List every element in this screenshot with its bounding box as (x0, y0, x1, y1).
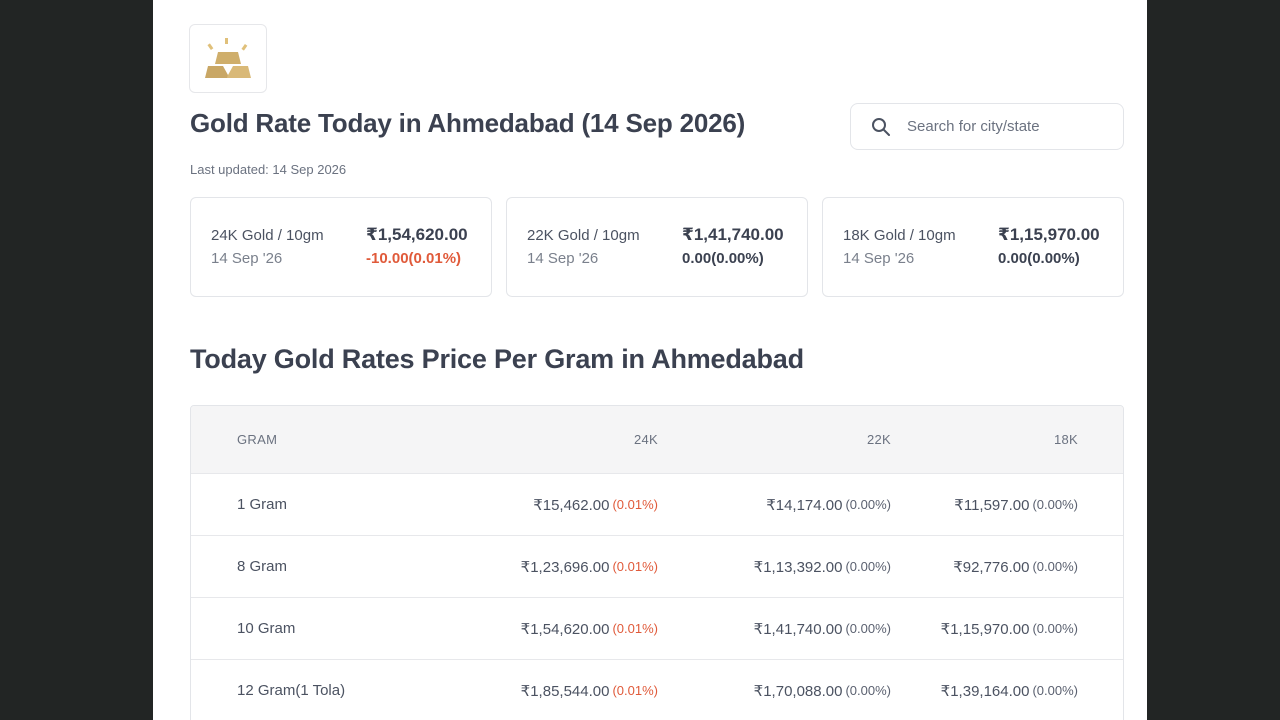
rate-card-24k[interactable]: 24K Gold / 10gm 14 Sep '26 ₹1,54,620.00 … (190, 197, 492, 297)
rate-24k-cell: ₹15,462.00 (0.01%) (533, 474, 658, 535)
search-input[interactable] (907, 118, 1097, 135)
table-header-row: GRAM 24K 22K 18K (191, 406, 1123, 474)
column-header-24k: 24K (633, 432, 658, 447)
page: Gold Rate Today in Ahmedabad (14 Sep 202… (153, 0, 1147, 720)
card-label: 24K Gold / 10gm (211, 227, 324, 244)
rate-value: ₹1,70,088.00 (753, 682, 843, 700)
card-price: ₹1,54,620.00 (366, 225, 468, 244)
rate-18k-cell: ₹11,597.00 (0.00%) (954, 474, 1078, 535)
gold-bars-icon (189, 24, 267, 93)
rate-18k-cell: ₹1,15,970.00 (0.00%) (941, 598, 1078, 659)
rate-24k-cell: ₹1,54,620.00 (0.01%) (521, 598, 658, 659)
rate-18k-cell: ₹1,39,164.00 (0.00%) (941, 660, 1078, 720)
rate-change: (0.01%) (612, 559, 658, 574)
rate-change: (0.00%) (1032, 497, 1078, 512)
rate-value: ₹1,13,392.00 (753, 558, 843, 576)
gram-cell: 10 Gram (237, 620, 296, 637)
last-updated: Last updated: 14 Sep 2026 (190, 162, 347, 177)
table-row: 10 Gram ₹1,54,620.00 (0.01%) ₹1,41,740.00… (191, 598, 1123, 660)
rate-22k-cell: ₹1,13,392.00 (0.00%) (754, 536, 891, 597)
column-header-22k: 22K (866, 432, 891, 447)
card-date: 14 Sep '26 (211, 250, 283, 267)
rate-value: ₹1,41,740.00 (753, 620, 843, 638)
card-change: -10.00(0.01%) (366, 250, 462, 267)
page-title: Gold Rate Today in Ahmedabad (14 Sep 202… (190, 108, 746, 138)
card-date: 14 Sep '26 (527, 250, 599, 267)
rate-change: (0.00%) (1032, 621, 1078, 636)
rate-value: ₹92,776.00 (953, 558, 1030, 576)
rate-value: ₹1,15,970.00 (940, 620, 1030, 638)
section-heading: Today Gold Rates Price Per Gram in Ahmed… (190, 344, 804, 374)
rate-change: (0.00%) (845, 497, 891, 512)
rate-change: (0.00%) (1032, 559, 1078, 574)
search-box[interactable] (850, 103, 1124, 150)
rate-value: ₹1,23,696.00 (520, 558, 610, 576)
rate-change: (0.00%) (845, 683, 891, 698)
card-label: 18K Gold / 10gm (843, 227, 956, 244)
gram-cell: 12 Gram(1 Tola) (237, 682, 346, 699)
rate-24k-cell: ₹1,85,544.00 (0.01%) (521, 660, 658, 720)
card-date: 14 Sep '26 (843, 250, 915, 267)
column-header-18k: 18K (1053, 432, 1078, 447)
table-row: 12 Gram(1 Tola) ₹1,85,544.00 (0.01%) ₹1,7… (191, 660, 1123, 720)
rate-card-18k[interactable]: 18K Gold / 10gm 14 Sep '26 ₹1,15,970.00 … (822, 197, 1124, 297)
rate-18k-cell: ₹92,776.00 (0.00%) (953, 536, 1078, 597)
rate-22k-cell: ₹1,41,740.00 (0.00%) (754, 598, 891, 659)
table-row: 8 Gram ₹1,23,696.00 (0.01%) ₹1,13,392.00(… (191, 536, 1123, 598)
rate-value: ₹1,85,544.00 (520, 682, 610, 700)
rate-change: (0.00%) (1032, 683, 1078, 698)
gram-cell: 1 Gram (237, 496, 288, 513)
rate-value: ₹1,39,164.00 (940, 682, 1030, 700)
rate-change: (0.01%) (612, 621, 658, 636)
rate-card-22k[interactable]: 22K Gold / 10gm 14 Sep '26 ₹1,41,740.00 … (506, 197, 808, 297)
card-label: 22K Gold / 10gm (527, 227, 640, 244)
column-header-gram: GRAM (237, 432, 278, 447)
rate-22k-cell: ₹1,70,088.00 (0.00%) (754, 660, 891, 720)
card-change: 0.00(0.00%) (682, 250, 764, 267)
card-price: ₹1,41,740.00 (682, 225, 784, 244)
rate-change: (0.00%) (845, 621, 891, 636)
rate-value: ₹14,174.00 (766, 496, 843, 514)
table-row: 1 Gram ₹15,462.00 (0.01%) ₹14,174.00 (0.00… (191, 474, 1123, 536)
card-price: ₹1,15,970.00 (998, 225, 1100, 244)
search-icon[interactable] (871, 117, 891, 137)
rate-22k-cell: ₹14,174.00 (0.00%) (766, 474, 891, 535)
rate-24k-cell: ₹1,23,696.00 (0.01%) (521, 536, 658, 597)
rate-change: (0.01%) (612, 683, 658, 698)
gold-rates-table: GRAM 24K 22K 18K 1 Gram ₹15,462.00 (0.01%… (190, 405, 1124, 720)
rate-change: (0.01%) (612, 497, 658, 512)
rate-value: ₹1,54,620.00 (520, 620, 610, 638)
gram-cell: 8 Gram (237, 558, 288, 575)
rate-value: ₹11,597.00 (954, 496, 1030, 514)
rate-value: ₹15,462.00 (533, 496, 610, 514)
rate-change: (0.00%) (845, 559, 891, 574)
card-change: 0.00(0.00%) (998, 250, 1080, 267)
